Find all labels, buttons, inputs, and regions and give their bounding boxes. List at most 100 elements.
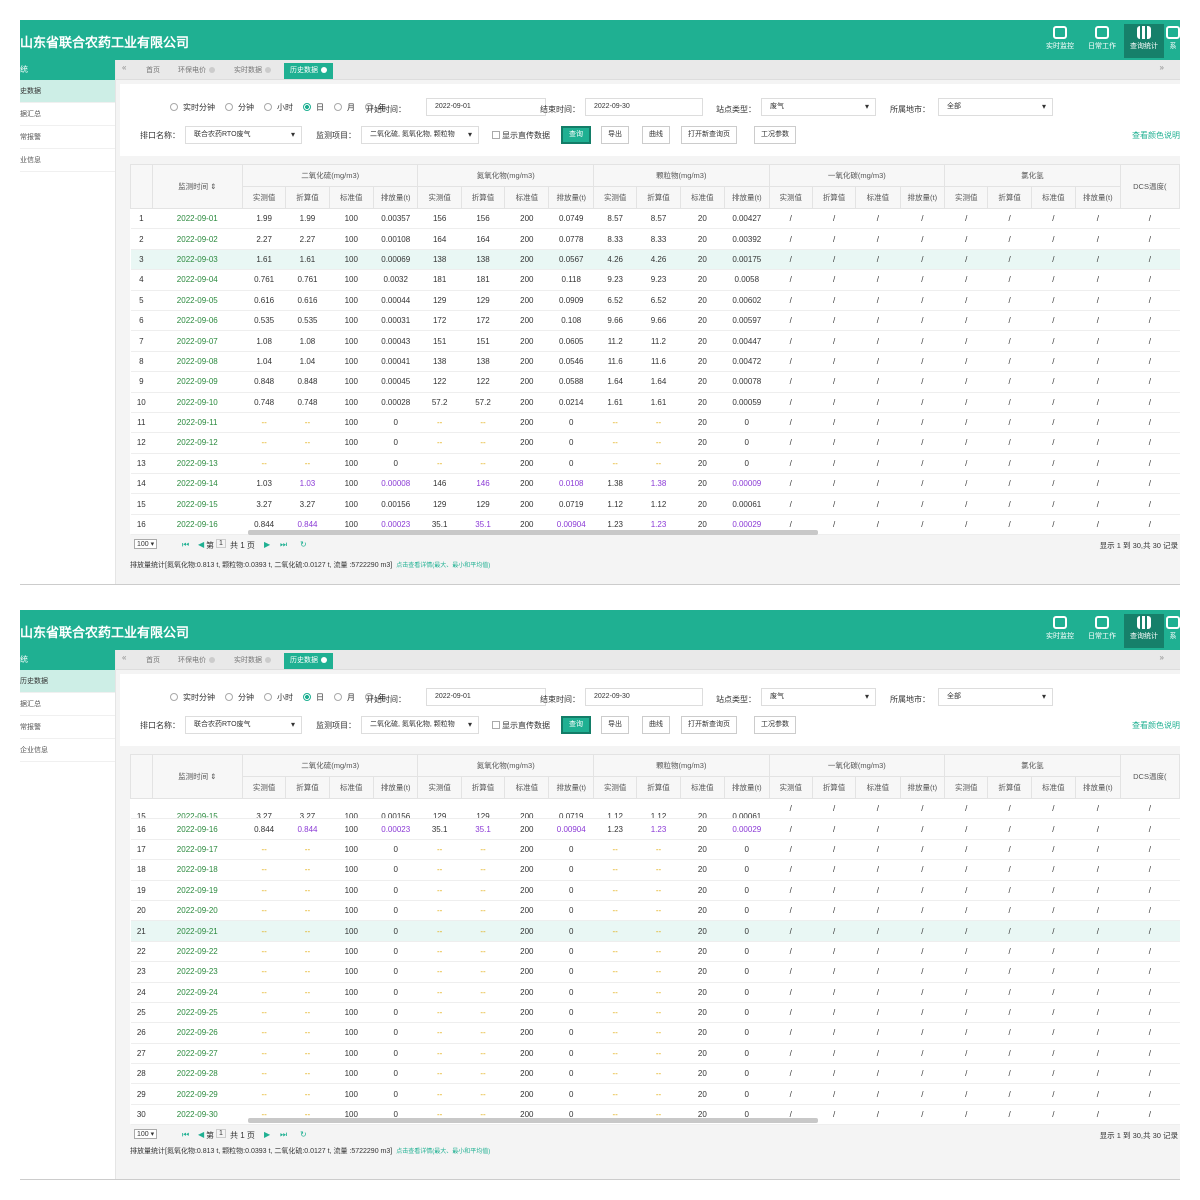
table-row[interactable]: 27 2022-09-27 -- -- 100 0 -- -- 200 0 -- -- 20 0// / / /… <box>130 1043 1180 1065</box>
next-page-icon[interactable]: ▶ <box>264 1130 271 1139</box>
page-input[interactable]: 1 <box>216 1129 226 1138</box>
tab-realtime[interactable]: 实时数据 <box>234 63 271 79</box>
granularity-radio[interactable]: 年 <box>365 103 391 112</box>
tab-home[interactable]: 首页 <box>146 657 160 664</box>
item-select[interactable]: 二氧化硫, 氮氧化物, 颗粒物 <box>361 716 479 734</box>
tab-scroll-right[interactable]: » <box>1159 63 1164 72</box>
horizontal-scrollbar[interactable] <box>248 1118 818 1123</box>
end-time-input[interactable]: 2022-09-30 <box>585 98 703 116</box>
table-row[interactable]: 25 2022-09-25 -- -- 100 0 -- -- 200 0 -- -- 20 0// / / /… <box>130 1002 1180 1024</box>
stats-detail-link[interactable]: 点击查看详情(最大、最小和平均值) <box>396 1149 491 1155</box>
curve-button[interactable]: 曲线 <box>642 126 670 144</box>
work-params-button[interactable]: 工况参数 <box>754 716 796 734</box>
curve-button[interactable]: 曲线 <box>642 716 670 734</box>
close-icon[interactable] <box>265 657 271 664</box>
table-row[interactable]: 18 2022-09-18 -- -- 100 0 -- -- 200 0 -- -- 20 0// / / /… <box>130 859 1180 881</box>
color-legend-link[interactable]: 查看颜色说明 <box>1132 131 1180 140</box>
table-row[interactable]: 15 2022-09-15 3.27 3.27 100 0.00156 129 129 200 0… <box>130 798 1180 820</box>
table-row[interactable]: 11 2022-09-11 -- -- 100 0 -- -- 200 0 -- -- 20 0// / / /… <box>130 412 1180 434</box>
table-row[interactable]: 7 2022-09-07 1.08 1.08 100 0.00043 151 151 200 0.… <box>130 330 1180 352</box>
show-upload-checkbox[interactable]: 显示直传数据 <box>492 130 550 141</box>
tab-history[interactable]: 历史数据 <box>284 63 333 79</box>
time-column-header[interactable]: 监测时间 ⇕ <box>151 754 243 799</box>
last-page-icon[interactable]: ⏭ <box>280 540 288 549</box>
system-button[interactable]: 系 <box>1166 24 1180 58</box>
show-upload-checkbox[interactable]: 显示直传数据 <box>492 720 550 731</box>
table-row[interactable]: 9 2022-09-09 0.848 0.848 100 0.00045 122 122 200… <box>130 371 1180 393</box>
next-page-icon[interactable]: ▶ <box>264 540 271 549</box>
query-stats-button[interactable]: 查询统计 <box>1124 24 1164 58</box>
page-size-select[interactable]: 100 ▾ <box>134 539 158 549</box>
system-button[interactable]: 系 <box>1166 614 1180 648</box>
first-page-icon[interactable]: ⏮ <box>182 540 190 549</box>
table-row[interactable]: 20 2022-09-20 -- -- 100 0 -- -- 200 0 -- -- 20 0// / / /… <box>130 900 1180 922</box>
region-select[interactable]: 全部 <box>938 688 1053 706</box>
end-time-input[interactable]: 2022-09-30 <box>585 688 703 706</box>
open-new-query-button[interactable]: 打开新查询页 <box>681 126 737 144</box>
table-row[interactable]: 16 2022-09-16 0.844 0.844 100 0.00023 35.1 35.1… <box>130 818 1180 840</box>
granularity-radio[interactable]: 实时分钟 <box>170 693 220 702</box>
granularity-radio[interactable]: 日 <box>303 693 329 702</box>
sidebar-item-alarm[interactable]: 常报警 <box>20 126 115 149</box>
granularity-radio[interactable]: 分钟 <box>225 693 259 702</box>
station-type-select[interactable]: 废气 <box>761 688 876 706</box>
table-row[interactable]: 13 2022-09-13 -- -- 100 0 -- -- 200 0 -- -- 20 0// / / /… <box>130 453 1180 475</box>
table-row[interactable]: 17 2022-09-17 -- -- 100 0 -- -- 200 0 -- -- 20 0// / / /… <box>130 839 1180 861</box>
refresh-icon[interactable]: ↻ <box>300 540 307 549</box>
table-row[interactable]: 1 2022-09-01 1.99 1.99 100 0.00357 156 156 200 0.… <box>130 208 1180 230</box>
start-time-input[interactable]: 2022-09-01 <box>426 688 546 706</box>
table-row[interactable]: 21 2022-09-21 -- -- 100 0 -- -- 200 0 -- -- 20 0// / / /… <box>130 920 1180 942</box>
refresh-icon[interactable]: ↻ <box>300 1130 307 1139</box>
color-legend-link[interactable]: 查看颜色说明 <box>1132 721 1180 730</box>
realtime-monitor-button[interactable]: 实时监控 <box>1040 24 1080 58</box>
granularity-radio[interactable]: 月 <box>334 103 360 112</box>
open-new-query-button[interactable]: 打开新查询页 <box>681 716 737 734</box>
table-row[interactable]: 14 2022-09-14 1.03 1.03 100 0.00008 146 146 200 0… <box>130 473 1180 495</box>
tab-realtime[interactable]: 实时数据 <box>234 653 271 669</box>
sidebar-item-alarm[interactable]: 常报警 <box>20 716 115 739</box>
granularity-radio[interactable]: 日 <box>303 103 329 112</box>
sidebar-item-company[interactable]: 业信息 <box>20 149 115 172</box>
table-row[interactable]: 3 2022-09-03 1.61 1.61 100 0.00069 138 138 200 0.… <box>130 249 1180 271</box>
export-button[interactable]: 导出 <box>601 716 629 734</box>
table-row[interactable]: 19 2022-09-19 -- -- 100 0 -- -- 200 0 -- -- 20 0// / / /… <box>130 880 1180 901</box>
first-page-icon[interactable]: ⏮ <box>182 1130 190 1139</box>
table-row[interactable]: 26 2022-09-26 -- -- 100 0 -- -- 200 0 -- -- 20 0// / / /… <box>130 1022 1180 1044</box>
outlet-select[interactable]: 联合农药RTO废气 <box>185 126 302 144</box>
table-row[interactable]: 29 2022-09-29 -- -- 100 0 -- -- 200 0 -- -- 20 0// / / /… <box>130 1083 1180 1105</box>
granularity-radio[interactable]: 年 <box>365 693 391 702</box>
tab-scroll-left[interactable]: « <box>122 653 127 662</box>
granularity-radio[interactable]: 小时 <box>264 693 298 702</box>
sidebar-item-summary[interactable]: 据汇总 <box>20 103 115 126</box>
station-type-select[interactable]: 废气 <box>761 98 876 116</box>
stats-detail-link[interactable]: 点击查看详情(最大、最小和平均值) <box>396 563 491 569</box>
outlet-select[interactable]: 联合农药RTO废气 <box>185 716 302 734</box>
page-input[interactable]: 1 <box>216 539 226 548</box>
tab-eco-price[interactable]: 环保电价 <box>178 653 215 669</box>
granularity-radio[interactable]: 小时 <box>264 103 298 112</box>
item-select[interactable]: 二氧化硫, 氮氧化物, 颗粒物 <box>361 126 479 144</box>
table-row[interactable]: 6 2022-09-06 0.535 0.535 100 0.00031 172 172 200… <box>130 310 1180 332</box>
realtime-monitor-button[interactable]: 实时监控 <box>1040 614 1080 648</box>
table-row[interactable]: 24 2022-09-24 -- -- 100 0 -- -- 200 0 -- -- 20 0// / / /… <box>130 982 1180 1003</box>
sidebar-item-history[interactable]: 历史数据 <box>20 670 115 693</box>
horizontal-scrollbar[interactable] <box>248 530 818 535</box>
table-row[interactable]: 2 2022-09-02 2.27 2.27 100 0.00108 164 164 200 0.… <box>130 228 1180 250</box>
close-icon[interactable] <box>209 657 215 664</box>
region-select[interactable]: 全部 <box>938 98 1053 116</box>
close-icon[interactable] <box>321 657 327 664</box>
table-row[interactable]: 4 2022-09-04 0.761 0.761 100 0.0032 181 181 200 0… <box>130 269 1180 291</box>
query-stats-button[interactable]: 查询统计 <box>1124 614 1164 648</box>
table-row[interactable]: 15 2022-09-15 3.27 3.27 100 0.00156 129 129 200 0… <box>130 493 1180 515</box>
table-row[interactable]: 5 2022-09-05 0.616 0.616 100 0.00044 129 129 200… <box>130 290 1180 311</box>
granularity-radio[interactable]: 分钟 <box>225 103 259 112</box>
query-button[interactable]: 查询 <box>561 126 591 144</box>
granularity-radio[interactable]: 实时分钟 <box>170 103 220 112</box>
start-time-input[interactable]: 2022-09-01 <box>426 98 546 116</box>
prev-page-icon[interactable]: ◀ <box>198 1130 205 1139</box>
table-row[interactable]: 23 2022-09-23 -- -- 100 0 -- -- 200 0 -- -- 20 0// / / /… <box>130 961 1180 983</box>
time-column-header[interactable]: 监测时间 ⇕ <box>151 164 243 209</box>
granularity-radio[interactable]: 月 <box>334 693 360 702</box>
close-icon[interactable] <box>321 67 327 74</box>
prev-page-icon[interactable]: ◀ <box>198 540 205 549</box>
